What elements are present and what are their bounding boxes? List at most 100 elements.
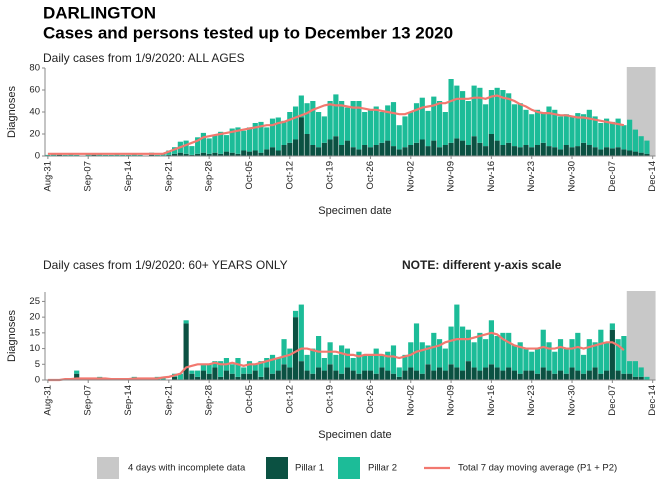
bar-segment: [298, 117, 304, 156]
bar-segment: [529, 351, 535, 371]
x-tick-label: Sep-14: [123, 385, 134, 416]
bar-segment: [56, 154, 62, 156]
bar-segment: [465, 101, 471, 145]
bar-segment: [402, 354, 408, 371]
bar-segment: [385, 105, 391, 141]
bar-segment: [540, 329, 546, 368]
bar-segment: [563, 114, 569, 145]
bar-segment: [292, 317, 299, 380]
x-tick-label: Nov-09: [446, 385, 457, 416]
bar-segment: [218, 361, 224, 377]
x-tick-label: Nov-09: [446, 161, 457, 192]
bar-segment: [74, 373, 80, 380]
bar-segment: [517, 342, 523, 374]
bar-segment: [189, 154, 195, 156]
bar-segment: [235, 376, 241, 380]
x-tick-label: Nov-30: [567, 385, 578, 416]
y-tick-label: 60: [29, 85, 40, 96]
bar-segment: [350, 358, 356, 371]
x-tick-label: Dec-07: [607, 161, 618, 192]
bar-segment: [465, 329, 471, 362]
bar-segment: [413, 370, 420, 380]
bar-segment: [517, 103, 523, 148]
bar-segment: [339, 345, 345, 374]
bar-segment: [264, 149, 270, 156]
bar-segment: [321, 358, 327, 371]
bar-segment: [200, 364, 206, 371]
x-tick-label: Sep-21: [163, 161, 174, 192]
x-tick-label: Oct-05: [244, 161, 255, 190]
bar-segment: [517, 147, 523, 156]
bar-segment: [362, 112, 368, 145]
bar-segment: [413, 323, 420, 371]
x-tick-label: Aug-31: [42, 161, 53, 192]
x-tick-label: Dec-14: [647, 161, 658, 192]
note: NOTE: different y-axis scale: [402, 258, 562, 272]
bar-segment: [638, 376, 644, 380]
y-axis-label: Diagnoses: [6, 310, 18, 362]
bar-segment: [408, 112, 414, 145]
bar-segment: [350, 147, 356, 156]
bar-segment: [483, 146, 489, 156]
bar-segment: [154, 154, 160, 156]
legend-label: Pillar 2: [368, 463, 397, 474]
bar-segment: [615, 147, 621, 156]
bar-segment: [172, 376, 178, 380]
bar-segment: [534, 373, 541, 380]
y-tick-label: 80: [29, 63, 40, 74]
x-tick-label: Sep-28: [204, 161, 215, 192]
legend-label: Total 7 day moving average (P1 + P2): [458, 463, 617, 474]
bar-segment: [241, 367, 247, 374]
bar-segment: [333, 354, 339, 371]
x-axis-label: Specimen date: [318, 429, 391, 441]
bar-segment: [627, 373, 633, 380]
bar-segment: [638, 136, 644, 153]
bar-segment: [552, 109, 558, 148]
bar-segment: [241, 150, 247, 156]
bar-segment: [252, 150, 258, 156]
bar-segment: [442, 145, 448, 156]
bar-segment: [436, 147, 443, 156]
bar-segment: [609, 148, 615, 156]
bar-segment: [304, 370, 310, 380]
bar-segment: [125, 154, 132, 156]
bar-segment: [310, 348, 316, 374]
bar-segment: [460, 140, 466, 156]
bar-segment: [580, 142, 587, 156]
bar-segment: [102, 154, 109, 156]
legend-swatch: [97, 457, 119, 479]
bar-segment: [425, 146, 431, 156]
bar-segment: [367, 370, 374, 380]
bar-segment: [598, 149, 604, 156]
bar-segment: [448, 142, 454, 156]
bar-segment: [321, 142, 327, 156]
bar-segment: [189, 373, 195, 380]
moving-average-line: [47, 331, 625, 382]
bar-segment: [275, 117, 281, 151]
bar-segment: [298, 361, 304, 380]
bar-segment: [269, 147, 276, 156]
bar-segment: [488, 364, 494, 380]
y-tick-label: 15: [29, 327, 40, 338]
bar-segment: [183, 140, 189, 154]
bar-segment: [540, 112, 546, 143]
bar-segment: [460, 370, 466, 380]
bar-segment: [546, 106, 552, 147]
bar-segment: [264, 358, 270, 368]
bar-segment: [552, 147, 558, 156]
bar-segment: [385, 370, 391, 380]
bar-segment: [454, 138, 460, 156]
bar-segment: [586, 370, 592, 380]
bar-segment: [431, 370, 437, 380]
bar-segment: [592, 367, 598, 380]
bar-segment: [483, 339, 489, 368]
bar-segment: [615, 370, 621, 380]
y-tick-label: 25: [29, 296, 40, 307]
bar-segment: [108, 154, 114, 156]
bar-segment: [569, 116, 575, 148]
bar-segment: [419, 373, 425, 380]
bar-segment: [362, 354, 368, 371]
bar-segment: [523, 109, 529, 145]
bar-segment: [281, 364, 287, 380]
